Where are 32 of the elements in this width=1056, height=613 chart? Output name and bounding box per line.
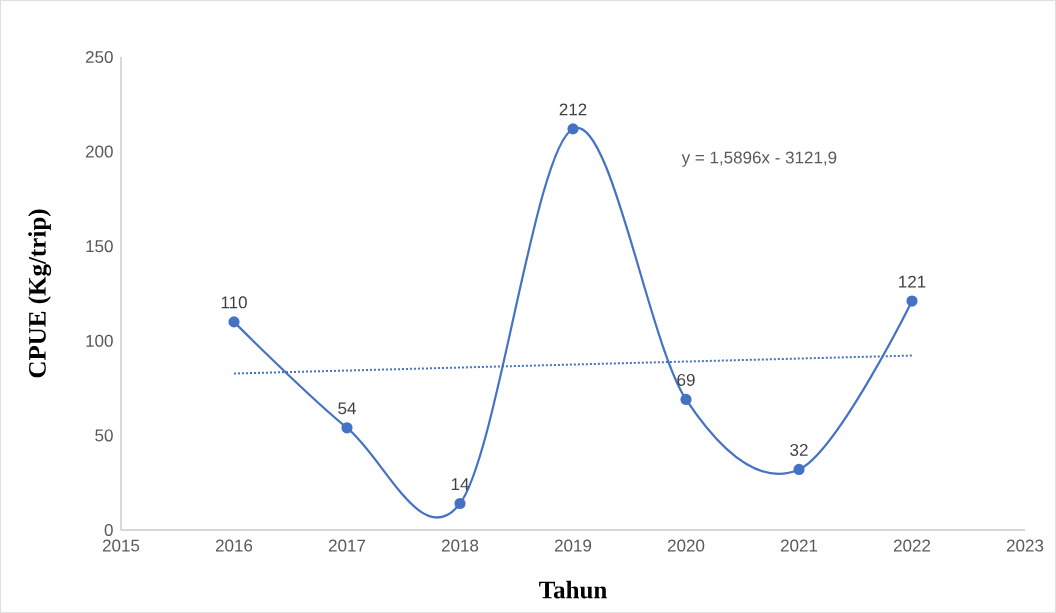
x-tick-label: 2021 (780, 539, 818, 552)
x-tick-label: 2019 (554, 539, 592, 552)
y-tick-label: 50 (95, 429, 113, 442)
x-axis-title: Tahun (539, 580, 607, 599)
x-tick-label: 2015 (102, 539, 140, 552)
data-label: 69 (677, 373, 695, 386)
point (341, 422, 353, 434)
y-tick-label: 250 (85, 50, 113, 64)
annotation: y = 1,5896x - 3121,9 (681, 151, 837, 167)
data-label: 121 (899, 275, 926, 288)
x-tick-label: 2020 (667, 539, 705, 552)
data-label: 14 (451, 478, 469, 490)
point (906, 295, 918, 307)
y-tick-label: 100 (86, 334, 113, 347)
y-tick-label: 0 (104, 523, 113, 537)
data-label: 212 (559, 103, 587, 116)
point (567, 123, 579, 135)
y-tick-label: 200 (85, 145, 113, 158)
data-label: 32 (790, 443, 808, 456)
data-label: 54 (338, 402, 356, 415)
x-tick-label: 2017 (328, 539, 366, 552)
point (454, 497, 466, 510)
point (793, 463, 805, 476)
data-label: 110 (221, 296, 247, 309)
y-tick-label: 150 (86, 240, 113, 253)
x-tick-label: 2018 (441, 539, 479, 552)
point (228, 316, 240, 328)
x-tick-label: 2022 (893, 539, 931, 552)
y-axis-title: CPUE (Kg/trip) (28, 209, 52, 378)
x-tick-label: 2023 (1006, 539, 1044, 552)
x-tick-label: 2016 (215, 539, 253, 552)
point (680, 393, 692, 406)
